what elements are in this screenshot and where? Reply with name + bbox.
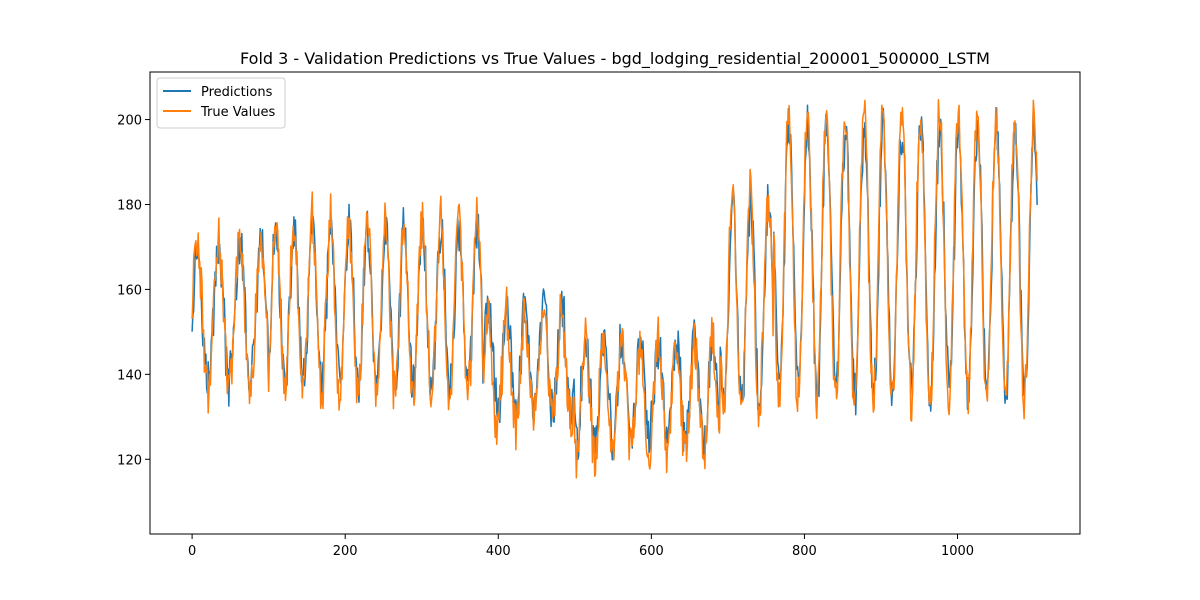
plot-frame: [149, 71, 1081, 535]
y-tick-label: 160: [117, 283, 142, 298]
x-tick-label: 200: [333, 544, 358, 559]
y-tick-label: 140: [117, 368, 142, 383]
legend-label-true-values: True Values: [200, 105, 275, 120]
legend: Predictions True Values: [156, 77, 286, 129]
x-tick-label: 600: [639, 544, 664, 559]
y-tick-label: 180: [117, 198, 142, 213]
legend-label-predictions: Predictions: [201, 85, 273, 100]
x-tick-label: 400: [486, 544, 511, 559]
x-tick-label: 0: [188, 544, 196, 559]
series-line-true-values: [191, 98, 1038, 479]
x-tick-label: 1000: [941, 544, 974, 559]
series-layer: [191, 98, 1038, 479]
plot-area: [150, 72, 1080, 534]
y-tick-label: 120: [117, 453, 142, 468]
y-tick-label: 200: [117, 114, 142, 129]
x-tick-label: 800: [792, 544, 817, 559]
chart-title: Fold 3 - Validation Predictions vs True …: [240, 49, 990, 69]
axis-ticks: 0 200 400 600 800 1000 120 140 160 180 200: [117, 114, 974, 559]
